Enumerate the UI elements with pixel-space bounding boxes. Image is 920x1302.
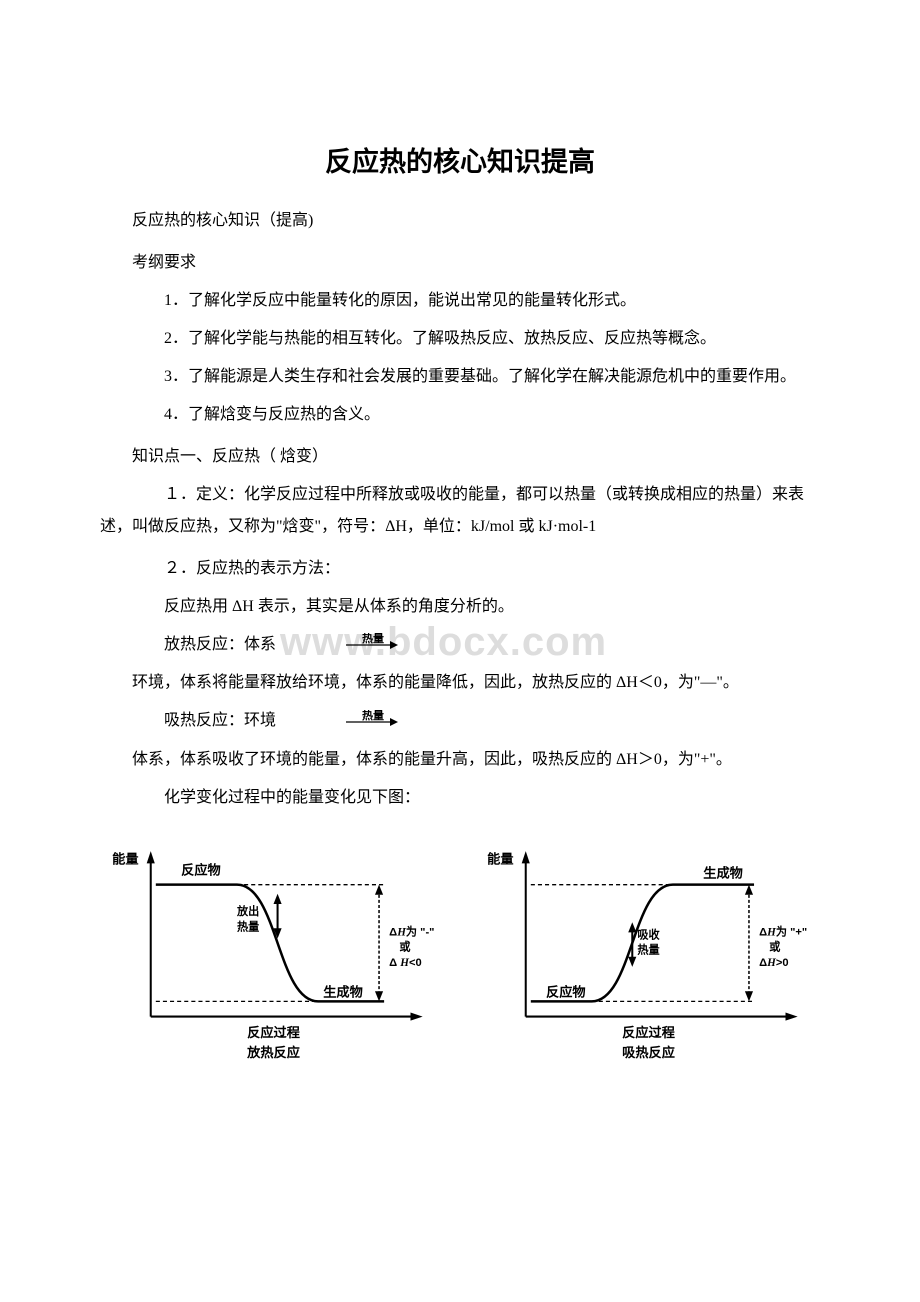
svg-text:反应物: 反应物 <box>181 861 221 877</box>
exothermic-diagram: 能量 反应物 放出 热量 ΔH为 "-" 或 <box>100 839 445 1077</box>
diagram-intro: 化学变化过程中的能量变化见下图： <box>100 782 820 814</box>
outline-item-4: 4．了解焓变与反应热的含义。 <box>100 399 820 431</box>
endothermic-diagram: 能量 生成物 吸收 热量 ΔH为 "+" 或 <box>475 839 820 1077</box>
energy-diagrams: 能量 反应物 放出 热量 ΔH为 "-" 或 <box>100 839 820 1077</box>
svg-text:生成物: 生成物 <box>703 864 743 880</box>
svg-text:反应物: 反应物 <box>546 983 586 999</box>
document-content: 反应热的核心知识提高 反应热的核心知识（提高) 考纲要求 1．了解化学反应中能量… <box>100 140 820 1077</box>
kp1-method-heading: ２．反应热的表示方法： <box>100 553 820 585</box>
svg-text:放热反应: 放热反应 <box>246 1044 300 1060</box>
kp1-definition: １．定义：化学反应过程中所释放或吸收的能量，都可以热量（或转换成相应的热量）来表… <box>100 479 820 543</box>
svg-text:ΔH为 "-": ΔH为 "-" <box>389 924 434 938</box>
svg-text:吸热反应: 吸热反应 <box>622 1044 675 1060</box>
svg-text:热量: 热量 <box>237 919 259 933</box>
svg-text:生成物: 生成物 <box>323 983 363 999</box>
endo-body: 体系，体系吸收了环境的能量，体系的能量升高，因此，吸热反应的 ΔH＞0，为"+"… <box>100 744 732 776</box>
svg-text:Δ H<0: Δ H<0 <box>389 956 422 968</box>
svg-text:吸收: 吸收 <box>637 927 660 941</box>
subtitle: 反应热的核心知识（提高) <box>100 205 820 237</box>
page-title: 反应热的核心知识提高 <box>100 140 820 179</box>
svg-text:ΔH>0: ΔH>0 <box>759 956 788 968</box>
svg-text:热量: 热量 <box>362 633 384 645</box>
endo-line: 吸热反应：环境 热量 <box>100 705 820 737</box>
svg-text:放出: 放出 <box>236 904 259 918</box>
endo-label: 吸热反应：环境 <box>164 712 276 729</box>
outline-item-1: 1．了解化学反应中能量转化的原因，能说出常见的能量转化形式。 <box>100 285 820 317</box>
svg-text:能量: 能量 <box>487 850 513 866</box>
kp1-method-body: 反应热用 ΔH 表示，其实是从体系的角度分析的。 <box>100 591 820 623</box>
svg-text:反应过程: 反应过程 <box>622 1024 675 1040</box>
svg-text:ΔH为 "+": ΔH为 "+" <box>759 924 807 938</box>
exo-label: 放热反应：体系 <box>164 636 276 653</box>
outline-heading: 考纲要求 <box>100 247 820 279</box>
svg-text:热量: 热量 <box>637 942 659 956</box>
exo-line: 放热反应：体系 热量 <box>100 629 820 661</box>
outline-item-2: 2．了解化学能与热能的相互转化。了解吸热反应、放热反应、反应热等概念。 <box>100 323 716 355</box>
arrow-icon: 热量 <box>280 706 398 738</box>
arrow-icon: 热量 <box>280 629 398 661</box>
svg-text:能量: 能量 <box>112 850 138 866</box>
exo-body: 环境，体系将能量释放给环境，体系的能量降低，因此，放热反应的 ΔH＜0，为"—"… <box>100 667 739 699</box>
kp1-heading: 知识点一、反应热（ 焓变） <box>100 441 820 473</box>
svg-text:反应过程: 反应过程 <box>247 1024 300 1040</box>
svg-text:或: 或 <box>769 939 780 953</box>
svg-text:或: 或 <box>399 939 410 953</box>
svg-text:热量: 热量 <box>362 710 384 722</box>
outline-item-3: 3．了解能源是人类生存和社会发展的重要基础。了解化学在解决能源危机中的重要作用。 <box>100 361 796 393</box>
